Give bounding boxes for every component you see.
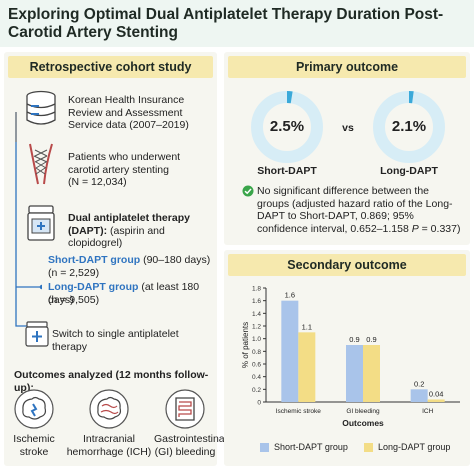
long-dapt-name: Long-DAPT xyxy=(380,165,438,177)
patients-count: (N = 12,034) xyxy=(68,176,127,188)
dapt-detail: (aspirin and clopidogrel) xyxy=(68,224,165,250)
x-tick-label: GI bleeding xyxy=(346,408,380,415)
short-dapt-name: Short-DAPT xyxy=(257,165,317,177)
long-group-range: (at least 180 days) xyxy=(48,281,200,306)
outcome-label-ischemic: Ischemic stroke xyxy=(13,433,55,458)
brain-icon xyxy=(89,389,129,429)
secondary-outcome-panel: Secondary outcome 0 0.2 0.4 0.6 0.8 1.0 1.2 1.4… xyxy=(224,250,470,466)
y-tick-label: 0.6 xyxy=(252,362,261,369)
primary-outcome-panel: Primary outcome 2.5% 2.1% vs Short-DAPT … xyxy=(224,52,470,245)
cohort-panel: Retrospective cohort study Korean Health… xyxy=(4,52,227,466)
dapt-title: Dual antiplatelet therapy (DAPT): xyxy=(68,212,190,237)
pill-pack-icon xyxy=(25,321,49,347)
primary-note-tail: = 0.337) xyxy=(418,222,461,235)
x-tick-label: ICH xyxy=(422,408,434,415)
patients-text: Patients who underwent carotid artery st… xyxy=(68,151,181,176)
bar-value-label: 0.9 xyxy=(349,335,359,344)
y-tick-label: 0.8 xyxy=(252,349,261,356)
short-group-text: Short-DAPT group (90–180 days) xyxy=(48,254,214,267)
vs-label: vs xyxy=(342,122,354,134)
primary-header: Primary outcome xyxy=(228,56,466,78)
check-icon xyxy=(242,185,254,197)
bar-value-label: 0.2 xyxy=(414,379,424,388)
long-group-text: Long-DAPT group (at least 180 days) xyxy=(48,281,214,306)
switch-therapy-text: Switch to single antiplatelet therapy xyxy=(52,328,179,353)
data-source-text: Korean Health Insurance Review and Asses… xyxy=(68,94,189,131)
y-tick-label: 0.4 xyxy=(252,374,261,381)
bar-long xyxy=(363,345,380,402)
bar-short xyxy=(410,389,428,402)
pill-bottle-icon xyxy=(27,205,55,241)
legend-long-swatch xyxy=(364,442,373,452)
outcomes-title: Outcomes analyzed (12 months follow-up): xyxy=(14,369,209,394)
short-dapt-value: 2.5% xyxy=(269,118,305,135)
y-tick-label: 0.2 xyxy=(252,387,261,394)
legend-short: Short-DAPT group xyxy=(260,442,348,452)
bar-value-label: 0.04 xyxy=(429,389,444,398)
bar-short xyxy=(281,300,299,402)
stent-icon xyxy=(29,143,53,185)
intestine-icon xyxy=(165,389,205,429)
short-dapt-donut xyxy=(251,91,323,163)
long-dapt-donut xyxy=(373,91,445,163)
bar-long xyxy=(427,399,445,402)
y-tick-label: 1.6 xyxy=(252,298,261,305)
secondary-bar-chart: 0 0.2 0.4 0.6 0.8 1.0 1.2 1.4 1.6 1.8 % of patient… xyxy=(241,286,460,428)
short-group-label: Short-DAPT group xyxy=(48,254,141,266)
secondary-header: Secondary outcome xyxy=(228,254,466,276)
y-tick-label: 1.2 xyxy=(252,324,261,331)
y-tick-label: 0 xyxy=(257,400,261,407)
primary-note-p: P xyxy=(411,222,419,235)
dapt-text: Dual antiplatelet therapy (DAPT): (aspir… xyxy=(68,212,214,250)
bar-value-label: 0.9 xyxy=(366,335,376,344)
legend-long-label: Long-DAPT group xyxy=(378,442,451,452)
long-dapt-value: 2.1% xyxy=(391,118,427,135)
short-group-n: (n = 2,529) xyxy=(48,267,100,279)
legend-short-label: Short-DAPT group xyxy=(274,442,348,452)
long-group-n: (n = 9,505) xyxy=(48,294,100,306)
primary-note-lead: No significant difference between the gr… xyxy=(257,185,453,235)
x-tick-label: Ischemic stroke xyxy=(276,408,322,415)
bar-value-label: 1.6 xyxy=(285,291,295,300)
page-title: Exploring Optimal Dual Antiplatelet Ther… xyxy=(8,6,444,41)
outcome-label-gi: Gastrointestinal (GI) bleeding xyxy=(154,433,227,458)
x-axis-label: Outcomes xyxy=(342,418,384,428)
y-tick-label: 1.8 xyxy=(252,286,261,293)
database-icon xyxy=(26,90,56,125)
bar-long xyxy=(298,332,316,402)
cohort-header: Retrospective cohort study xyxy=(8,56,213,78)
y-tick-label: 1.0 xyxy=(252,336,261,343)
bar-short xyxy=(346,345,363,402)
primary-note: No significant difference between the gr… xyxy=(257,185,463,235)
title-bar: Exploring Optimal Dual Antiplatelet Ther… xyxy=(0,0,474,47)
long-group-label: Long-DAPT group xyxy=(48,281,139,293)
legend-short-swatch xyxy=(260,442,269,452)
short-group-range: (90–180 days) xyxy=(143,254,211,266)
legend-long: Long-DAPT group xyxy=(364,442,450,452)
brain-icon xyxy=(14,389,54,429)
outcome-label-ich: Intracranial hemorrhage (ICH) xyxy=(66,433,152,458)
y-tick-label: 1.4 xyxy=(252,311,261,318)
bar-value-label: 1.1 xyxy=(302,322,312,331)
y-axis-label: % of patients xyxy=(241,322,250,368)
